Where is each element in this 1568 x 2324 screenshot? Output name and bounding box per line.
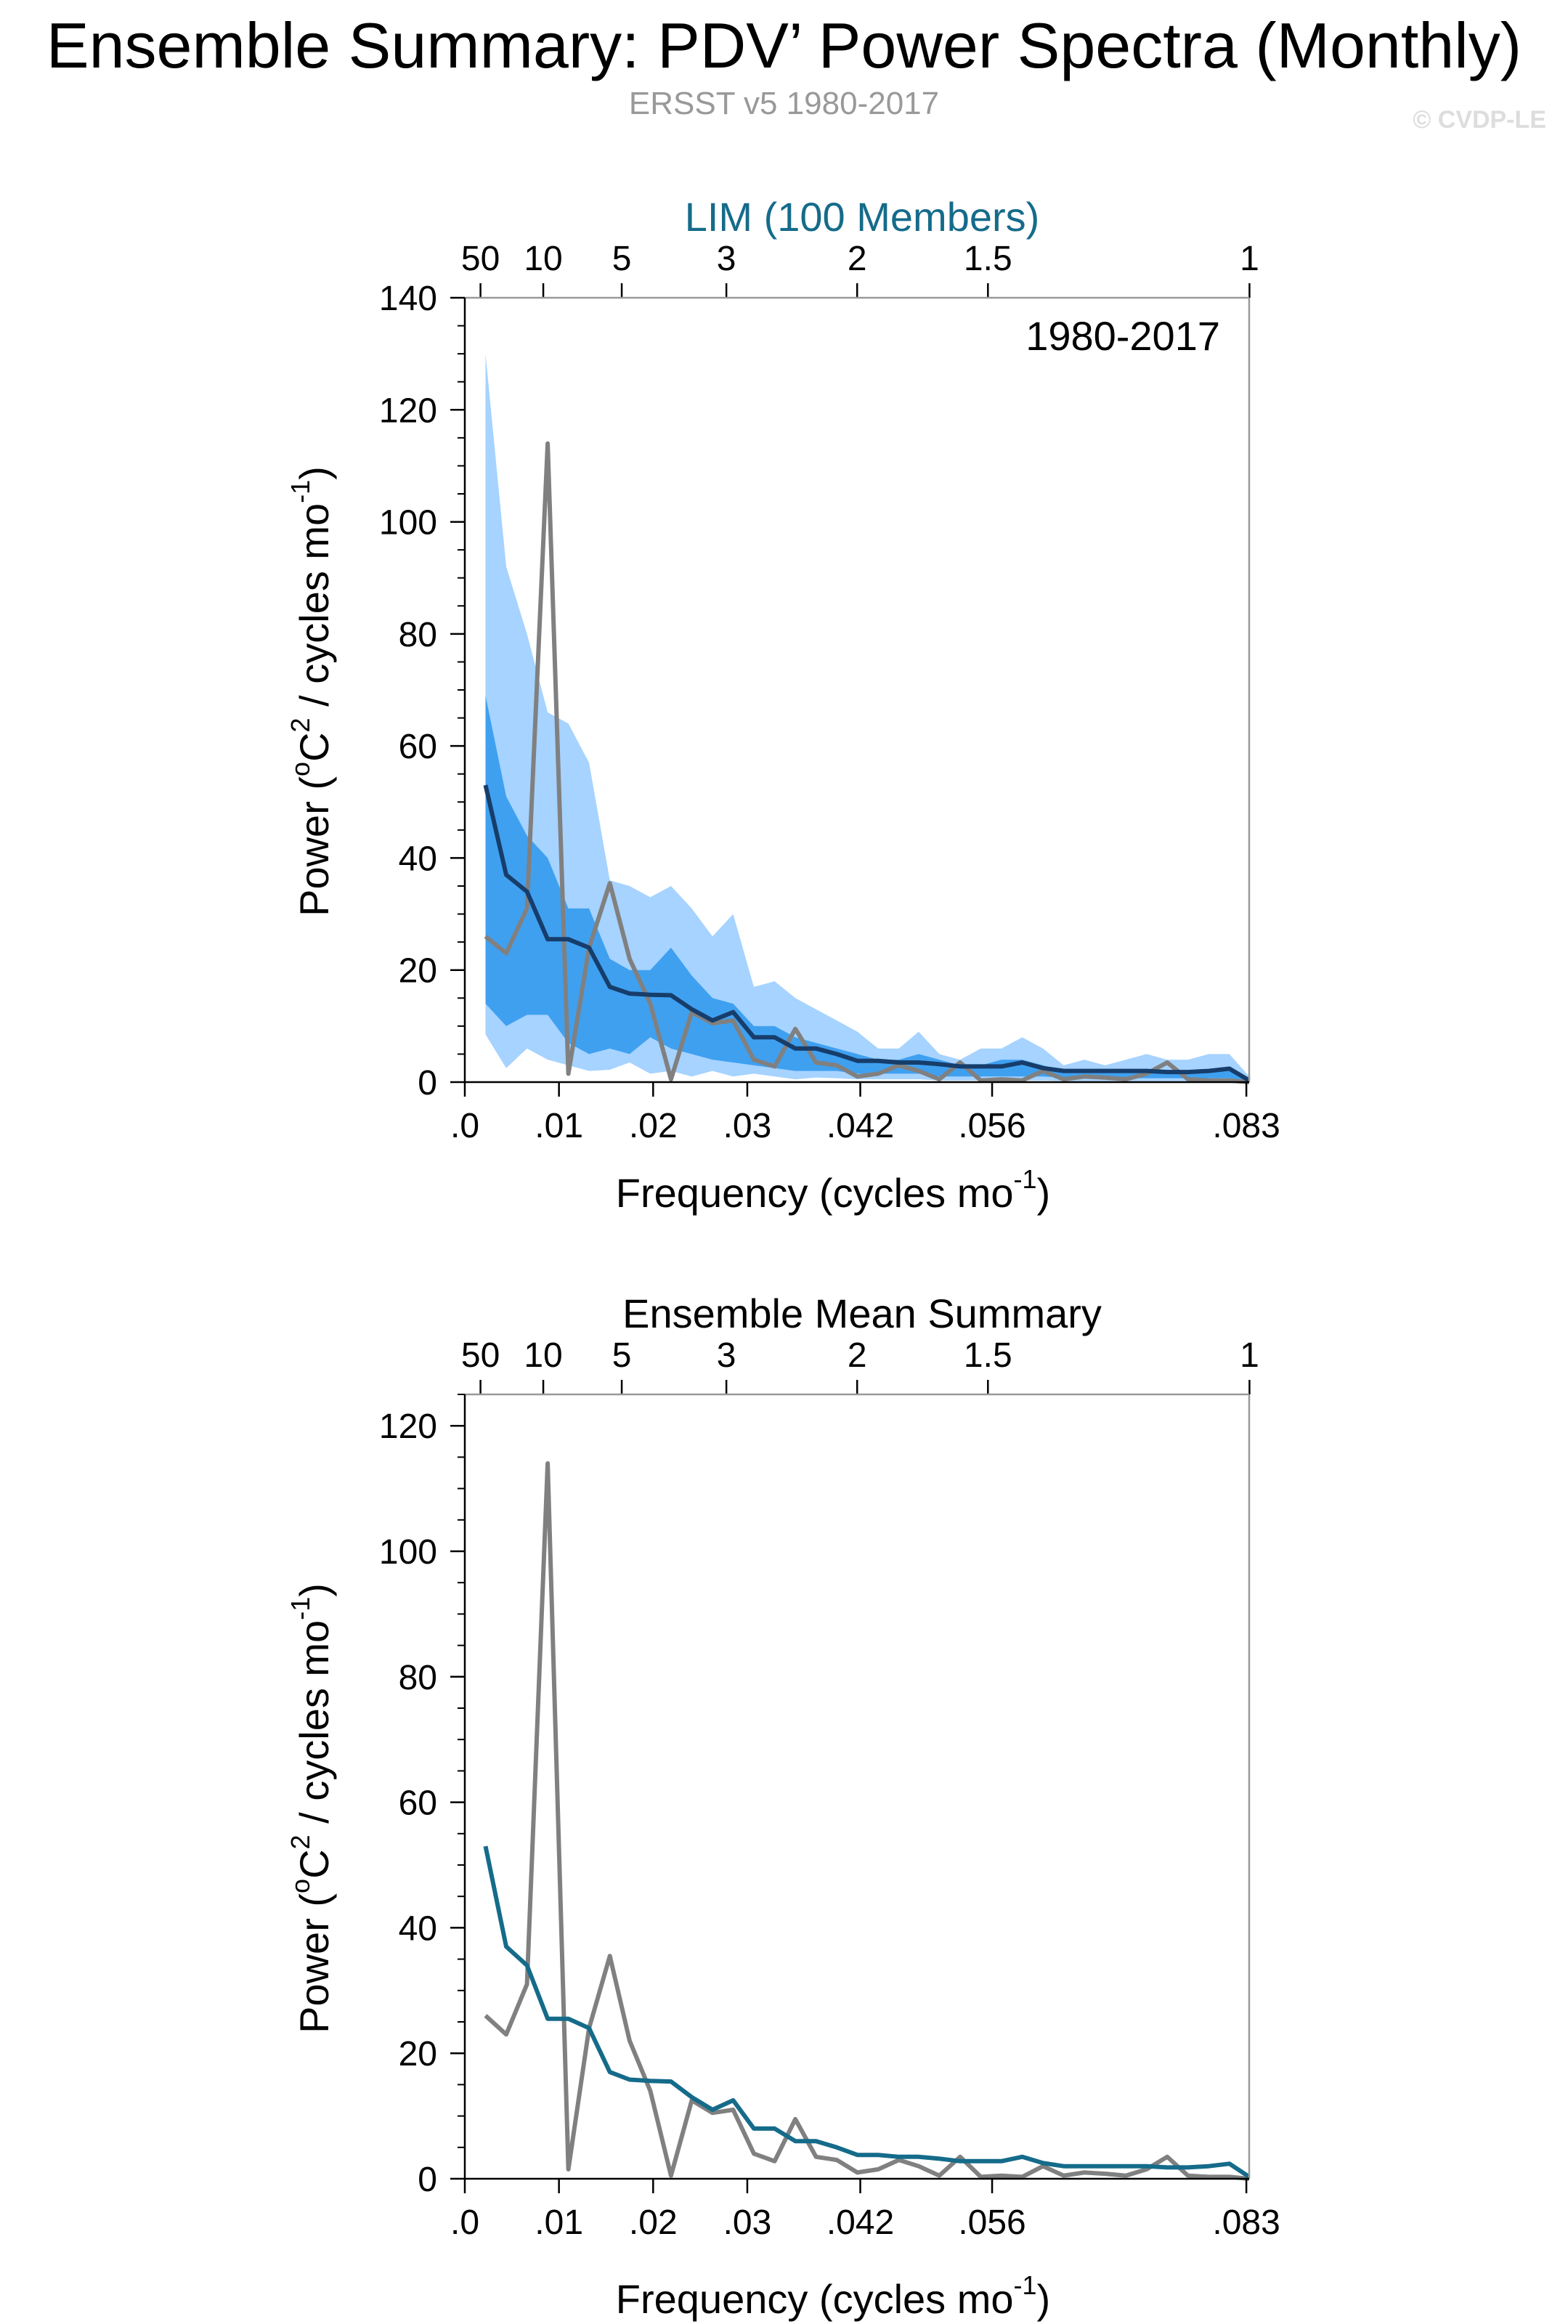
x-axis-ticks: .0 .01 .02 .03 .042 .056 .083 [450,1082,1280,1145]
x-tick-label: .03 [723,1107,772,1145]
y-tick-label: 120 [379,1407,437,1446]
period-tick-label: 5 [612,1336,632,1375]
y-tick-label: 60 [399,1784,437,1823]
ensemble-mean-line [483,1845,1251,2179]
spread-band-95 [485,354,1249,1083]
plot-frame [463,1393,1251,2180]
period-tick-label: 2 [848,1336,867,1375]
ensemble-mean-panel: Ensemble Mean Summary 50 10 5 3 2 1.5 1 0 20 40 6… [285,1291,1280,2322]
x-tick-label: .042 [826,1107,894,1145]
period-tick-label: 1 [1240,1336,1259,1375]
y-tick-label: 20 [399,2035,437,2073]
x-axis-title: Frequency (cycles mo-1) [616,2270,1050,2322]
x-tick-label: .0 [450,1107,479,1145]
period-tick-label: 1.5 [964,240,1012,278]
y-tick-label: 80 [399,616,437,654]
y-tick-label: 60 [399,728,437,766]
ensemble-mean-line [483,784,1251,1083]
y-tick-label: 40 [399,1909,437,1948]
y-tick-label: 0 [418,1064,437,1102]
period-tick-label: 50 [461,1336,500,1375]
x-tick-label: .083 [1212,2203,1280,2242]
series-lines [483,1461,1251,2181]
y-axis-title: Power (oC2 / cycles mo-1) [285,466,337,917]
page-title: Ensemble Summary: PDV’ Power Spectra (Mo… [46,9,1522,81]
period-annotation: 1980-2017 [1025,313,1220,359]
period-tick-label: 50 [461,240,500,278]
spread-band-68 [485,695,1249,1081]
period-tick-label: 3 [717,1336,736,1375]
y-tick-label: 120 [379,391,437,430]
y-tick-label: 20 [399,952,437,991]
x-tick-label: .02 [629,2203,678,2242]
period-tick-label: 2 [848,240,867,278]
x-tick-label: .056 [958,1107,1025,1145]
spread-bands [485,354,1249,1083]
x-tick-label: .02 [629,1107,678,1145]
x-tick-label: .0 [450,2203,479,2242]
x-tick-label: .042 [826,2203,894,2242]
x-tick-label: .01 [535,1107,583,1145]
y-tick-label: 80 [399,1659,437,1697]
period-axis-labels: 50 10 5 3 2 1.5 1 [461,240,1259,298]
chart-title: LIM (100 Members) [685,194,1040,240]
x-tick-label: .03 [723,2203,772,2242]
series-lines [483,441,1251,1084]
period-tick-label: 3 [717,240,736,278]
y-tick-label: 100 [379,1533,437,1572]
period-tick-label: 10 [524,1336,562,1375]
y-axis-title: Power (oC2 / cycles mo-1) [285,1583,337,2033]
y-tick-label: 140 [379,280,437,318]
period-tick-label: 1 [1240,240,1259,278]
page-subtitle: ERSST v5 1980-2017 [628,86,940,121]
y-tick-label: 100 [379,504,437,543]
period-tick-label: 10 [524,240,562,278]
x-axis-ticks: .0 .01 .02 .03 .042 .056 .083 [450,2179,1280,2242]
observed-spectrum-line [484,441,1250,1084]
y-tick-label: 40 [399,840,437,878]
y-axis-ticks: 0 20 40 60 80 100 120 [379,1394,465,2199]
observed-spectrum-line [484,1461,1250,2181]
ensemble-spread-panel: LIM (100 Members) 50 10 5 3 2 1.5 1 0 20 40 60 80 1… [285,194,1280,1216]
chart-title: Ensemble Mean Summary [622,1291,1102,1336]
y-tick-label: 0 [418,2161,437,2199]
period-tick-label: 1.5 [964,1336,1012,1375]
period-axis-labels: 50 10 5 3 2 1.5 1 [461,1336,1259,1394]
x-tick-label: .083 [1212,1107,1280,1145]
y-axis-ticks: 0 20 40 60 80 100 120 140 [379,280,465,1102]
x-tick-label: .056 [958,2203,1025,2242]
period-tick-label: 5 [612,240,632,278]
copyright-mark: © CVDP-LE [1413,106,1546,134]
x-axis-title: Frequency (cycles mo-1) [616,1164,1050,1216]
x-tick-label: .01 [535,2203,583,2242]
